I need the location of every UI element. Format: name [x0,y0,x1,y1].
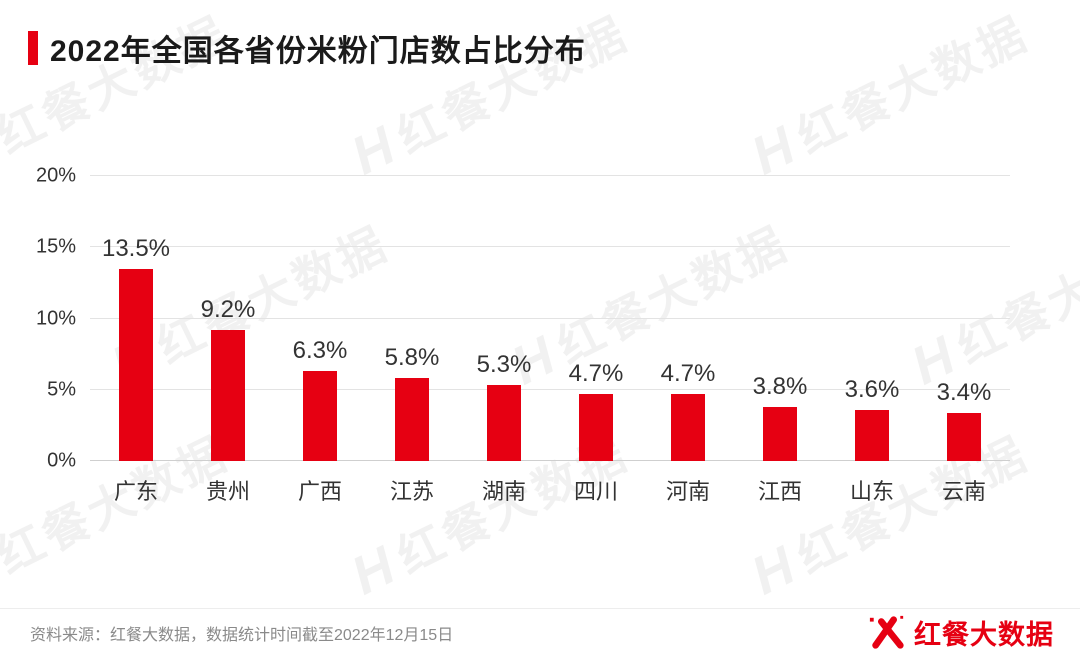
plot-area: 0% 5% 10% 15% 20% 13.5% 9.2% 6.3% 5.8% 5.3% 4.7% 4.… [36,165,1010,472]
x-category-label: 江西 [757,479,802,504]
gridline [90,460,1010,461]
title-accent-bar [28,31,38,65]
bar-group: 6.3% [274,176,366,461]
x-category-label: 湖南 [481,479,526,504]
brand-logo-icon [869,615,904,649]
gridline [90,246,1010,248]
x-category-label: 四川 [573,479,618,504]
bar-value-label: 3.8% [752,372,808,400]
bar [855,409,889,461]
bar-group: 5.3% [458,176,550,461]
gridline [90,317,1010,319]
bar-group: 3.4% [918,176,1010,461]
bar-value-label: 5.3% [476,351,532,379]
x-category-label: 贵州 [205,479,250,504]
bar-group: 9.2% [182,176,274,461]
y-tick-label: 0% [47,449,76,472]
x-category-label: 山东 [849,479,894,504]
bar [119,268,153,461]
source-note: 资料来源：红餐大数据，数据统计时间截至2022年12月15日 [30,626,454,644]
bar-group: 3.6% [826,176,918,461]
bar-group: 13.5% [90,176,182,461]
bar [395,378,429,461]
bar-value-label: 3.6% [844,375,900,403]
page-title: 2022年全国各省份米粉门店数占比分布 [50,35,586,68]
bar-value-label: 5.8% [384,344,440,372]
bar-value-label: 4.7% [568,360,624,388]
bar-value-label: 6.3% [292,337,348,365]
y-tick-label: 5% [47,378,76,401]
bar-value-label: 4.7% [660,360,716,388]
bar-group: 4.7% [550,176,642,461]
bar [671,394,705,461]
bar-group: 5.8% [366,176,458,461]
bar [947,412,981,461]
bar-group: 4.7% [642,176,734,461]
brand-logo: 红餐大数据 [868,613,1054,652]
brand-logo-text: 红餐大数据 [914,620,1054,650]
bar-value-label: 3.4% [936,378,992,406]
watermark-text: H红餐大数据 [742,6,1037,187]
x-category-label: 广东 [113,479,158,504]
footer: 资料来源：红餐大数据，数据统计时间截至2022年12月15日 红餐大数据 [0,608,1080,662]
x-category-label: 广西 [297,479,342,504]
bar-series: 13.5% 9.2% 6.3% 5.8% 5.3% 4.7% 4.7% 3.8% 3.6% 3.4… [90,176,1010,461]
bar [303,371,337,461]
y-tick-label: 15% [35,235,76,258]
bar [487,385,521,461]
x-category-label: 河南 [665,479,710,504]
chart-header: 2022年全国各省份米粉门店数占比分布 [28,26,586,70]
x-category-label: 江苏 [389,479,434,504]
bar-value-label: 13.5% [101,234,171,262]
bar-value-label: 9.2% [200,295,256,323]
gridline [90,388,1010,390]
bar-group: 3.8% [734,176,826,461]
gridline [90,175,1010,176]
bar [211,329,245,461]
x-axis-labels: 广东 贵州 广西 江苏 湖南 四川 河南 江西 山东 云南 [90,474,1010,506]
bar [579,394,613,461]
x-category-label: 云南 [941,479,986,504]
bar [763,406,797,461]
y-tick-label: 10% [35,307,76,329]
y-tick-label: 20% [35,164,76,187]
